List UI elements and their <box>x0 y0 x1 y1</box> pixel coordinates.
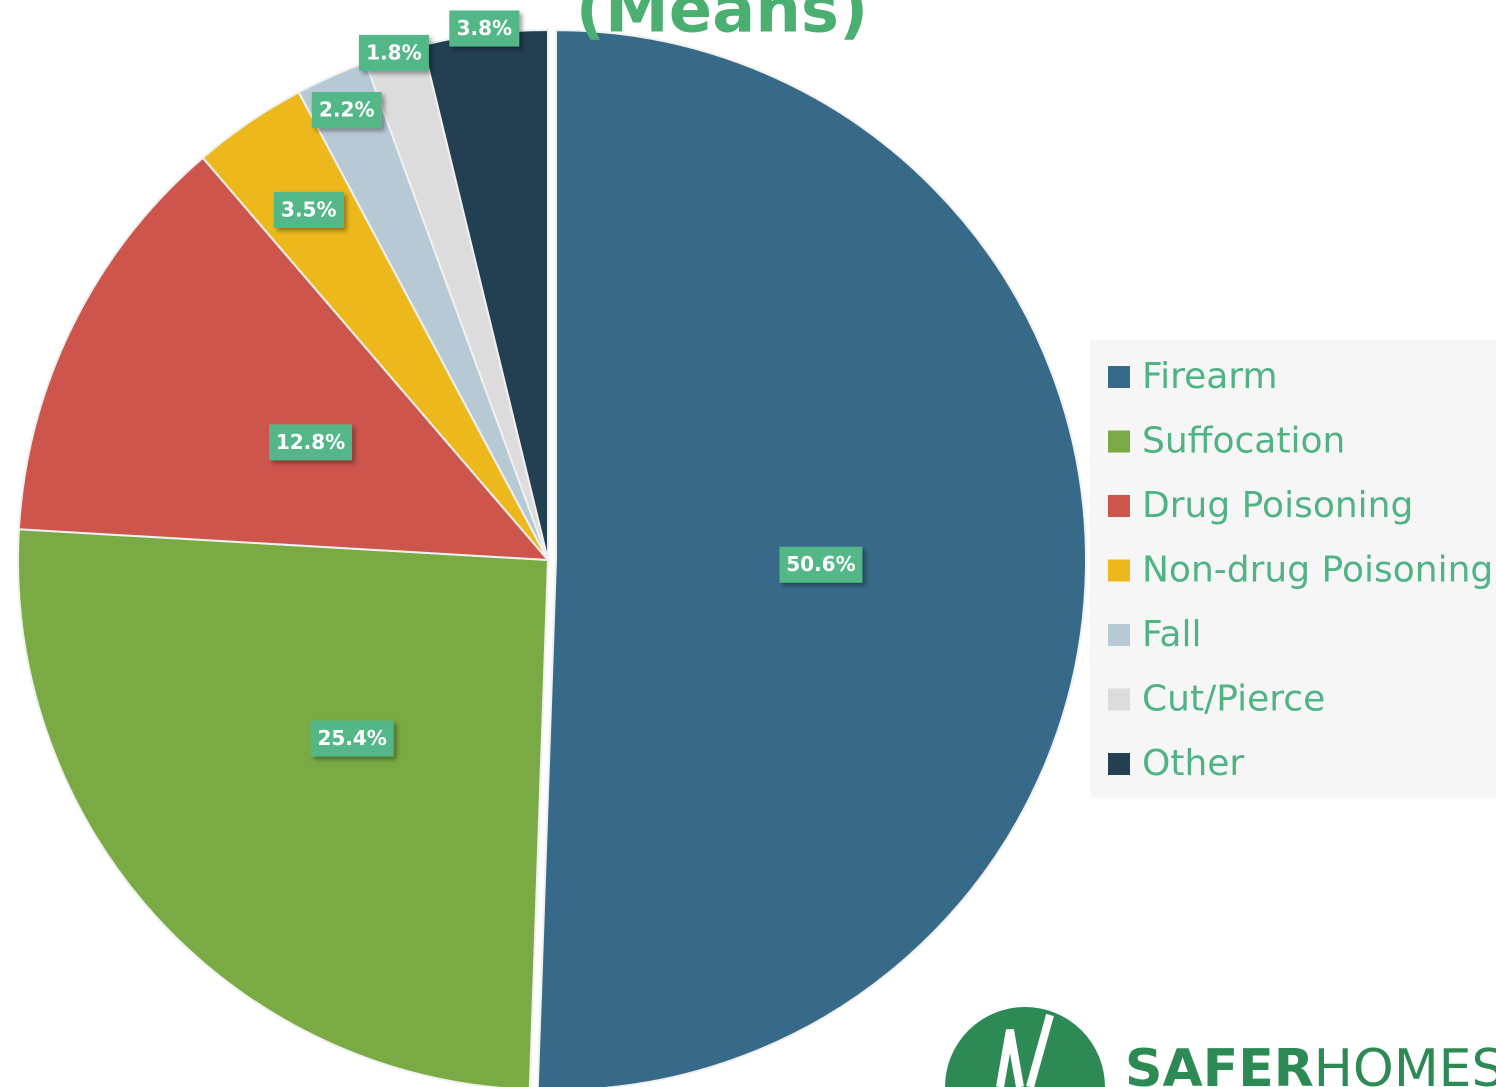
data-label: 1.8% <box>366 40 421 64</box>
pie-slice <box>17 528 550 1087</box>
legend-label: Suffocation <box>1142 421 1345 462</box>
legend-label: Fall <box>1142 614 1201 655</box>
legend-label: Other <box>1142 743 1244 784</box>
logo-mark <box>945 1007 1105 1087</box>
data-label: 3.8% <box>457 16 512 40</box>
pie <box>17 28 1087 1087</box>
legend-swatch <box>1108 366 1130 388</box>
data-label: 12.8% <box>276 430 345 454</box>
legend-swatch <box>1108 753 1130 775</box>
data-label-box <box>269 424 353 461</box>
logo-mark-lines <box>996 1013 1054 1087</box>
legend: Firearm Suffocation Drug Poisoning Non-drug… <box>1108 356 1493 784</box>
data-label: 3.5% <box>281 197 336 221</box>
legend-swatch <box>1108 624 1130 646</box>
data-label: 2.2% <box>319 98 374 122</box>
data-labels: 50.6% 25.4% 12.8% 3.5% 2.2% 1.8% 3.8% <box>269 10 863 757</box>
legend-label: Firearm <box>1142 356 1278 397</box>
logo-bold: SAFER <box>1125 1039 1314 1087</box>
chart-title: (Means) <box>576 0 868 48</box>
data-label: 50.6% <box>786 552 855 576</box>
legend-label: Cut/Pierce <box>1142 679 1325 720</box>
logo-text: SAFERHOMES <box>1125 1039 1496 1087</box>
data-label-box <box>310 720 394 757</box>
legend-swatch <box>1108 495 1130 517</box>
data-label: 25.4% <box>317 726 386 750</box>
data-label-box <box>358 34 429 71</box>
data-label-box <box>779 546 863 583</box>
legend-swatch <box>1108 430 1130 453</box>
data-label-box <box>273 191 344 228</box>
legend-label: Drug Poisoning <box>1142 485 1413 526</box>
data-label-box <box>449 10 520 47</box>
legend-swatch <box>1108 559 1130 582</box>
logo-regular: HOMES <box>1314 1039 1496 1087</box>
legend-label: Non-drug Poisoning <box>1142 550 1493 591</box>
legend-swatch <box>1108 688 1130 711</box>
pie-slice <box>17 156 551 562</box>
legend-box <box>1090 340 1496 798</box>
data-label-box <box>311 92 382 129</box>
